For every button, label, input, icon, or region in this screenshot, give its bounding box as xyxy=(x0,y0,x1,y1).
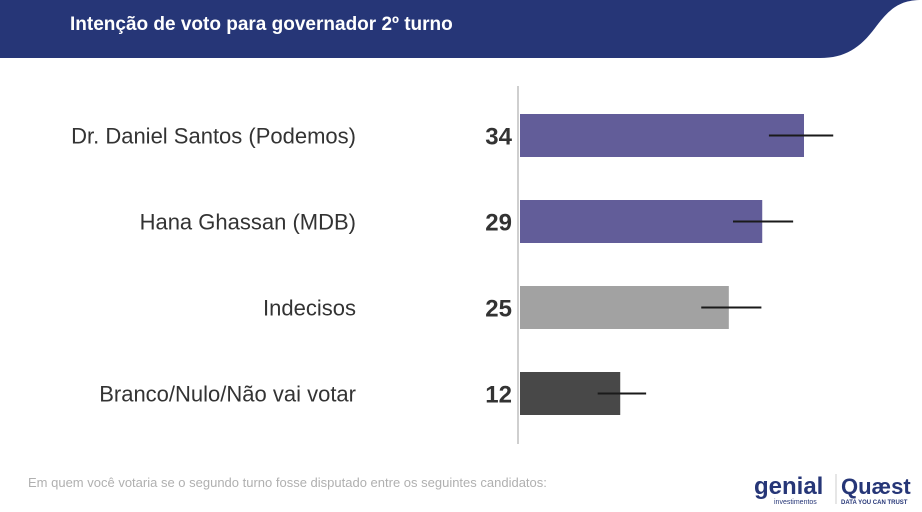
category-label: Hana Ghassan (MDB) xyxy=(140,210,356,235)
svg-text:investimentos: investimentos xyxy=(774,499,817,506)
value-label: 25 xyxy=(485,296,512,323)
bar-chart: Dr. Daniel Santos (Podemos) 34 Hana Ghassa… xyxy=(71,86,834,444)
svg-text:DATA YOU CAN TRUST: DATA YOU CAN TRUST xyxy=(841,500,908,506)
brand-logos: genial investimentos Quæst DATA YOU CAN … xyxy=(754,473,911,506)
category-label: Indecisos xyxy=(263,296,356,321)
header-band xyxy=(0,0,922,58)
genial-logo: genial xyxy=(754,473,823,500)
value-label: 34 xyxy=(485,124,512,151)
quaest-logo: Quæst xyxy=(841,474,911,499)
bar xyxy=(520,114,804,157)
bar xyxy=(520,200,763,243)
category-label: Branco/Nulo/Não vai votar xyxy=(99,382,356,407)
footnote: Em quem você votaria se o segundo turno … xyxy=(28,475,547,490)
value-label: 29 xyxy=(485,210,512,237)
bar xyxy=(520,286,729,329)
value-label: 12 xyxy=(485,382,512,409)
page-title: Intenção de voto para governador 2º turn… xyxy=(70,14,453,35)
category-label: Dr. Daniel Santos (Podemos) xyxy=(71,124,356,149)
